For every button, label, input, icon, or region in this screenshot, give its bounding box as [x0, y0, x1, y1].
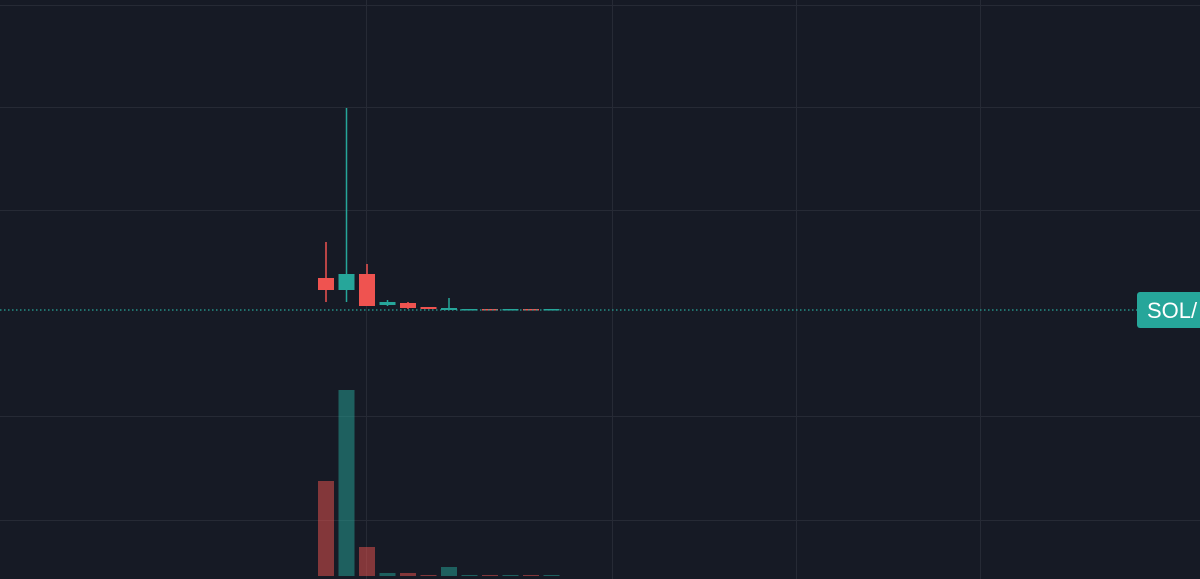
price-label-box	[1137, 292, 1200, 328]
volume-bar	[441, 567, 457, 576]
candle-body	[359, 274, 375, 306]
candle-body	[338, 274, 355, 290]
candle-body	[502, 309, 519, 311]
volume-bar	[318, 481, 334, 576]
volume-bar	[420, 575, 437, 576]
candle-body	[379, 302, 396, 305]
volume-bar	[482, 575, 498, 576]
candle-body	[482, 309, 498, 311]
candle-body	[318, 278, 334, 290]
volume-bar	[523, 575, 539, 576]
candle-body	[400, 303, 416, 308]
candle-body	[543, 309, 560, 311]
candle-body	[420, 307, 437, 309]
volume-bar	[359, 547, 375, 576]
volume-bar	[338, 390, 355, 576]
volume-bar	[543, 575, 560, 576]
volume-bar	[379, 573, 396, 576]
price-label: SOL/	[1147, 298, 1198, 323]
candle-body	[523, 309, 539, 311]
volume-bar	[400, 573, 416, 576]
candle-body	[441, 308, 457, 310]
volume-bar	[461, 575, 478, 576]
volume-bar	[502, 575, 519, 576]
